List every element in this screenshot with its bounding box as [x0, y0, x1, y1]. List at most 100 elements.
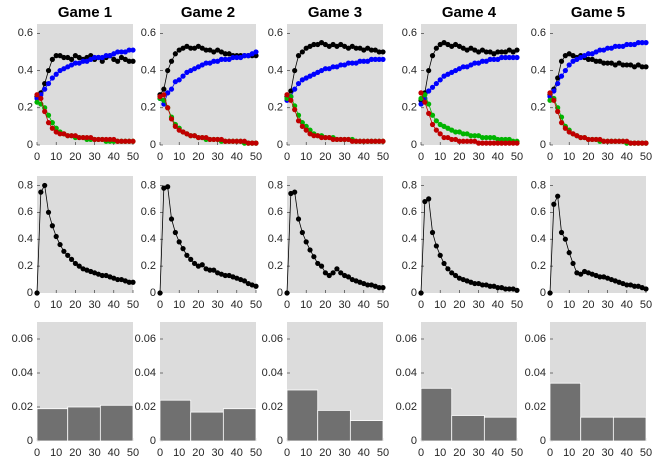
data-point	[130, 138, 136, 144]
data-point	[326, 43, 332, 49]
data-point	[460, 138, 466, 144]
data-point	[551, 201, 557, 207]
data-point	[380, 285, 386, 291]
x-tick-label: 20	[582, 151, 594, 163]
data-point	[226, 56, 232, 62]
data-point	[483, 49, 489, 55]
data-point	[326, 66, 332, 72]
data-point	[589, 136, 595, 143]
data-point	[218, 136, 225, 143]
data-point	[180, 129, 186, 135]
data-point	[45, 209, 52, 215]
data-point	[334, 266, 340, 272]
y-tick-label: 0	[27, 139, 33, 151]
data-point	[476, 49, 482, 55]
data-point	[437, 77, 443, 83]
data-point	[249, 51, 255, 57]
data-point	[57, 131, 63, 137]
data-point	[126, 138, 132, 144]
data-point	[433, 45, 439, 51]
data-point	[464, 47, 470, 53]
data-point	[345, 136, 352, 143]
data-point	[510, 140, 516, 146]
data-point	[188, 45, 194, 51]
data-point	[479, 140, 486, 146]
data-point	[222, 56, 228, 62]
data-point	[34, 95, 40, 102]
data-point	[211, 49, 217, 55]
data-point	[452, 136, 459, 143]
data-point	[593, 58, 599, 64]
data-point	[601, 47, 607, 53]
data-point	[472, 138, 478, 144]
data-point	[578, 134, 584, 141]
data-point	[342, 62, 348, 68]
data-point	[241, 138, 248, 144]
data-point	[168, 116, 175, 122]
data-point	[34, 92, 40, 98]
data-point	[338, 136, 344, 143]
x-tick-label: 50	[640, 151, 652, 163]
data-point	[437, 252, 443, 258]
data-point	[218, 56, 225, 62]
data-point	[437, 41, 443, 48]
data-point	[84, 58, 90, 64]
data-point	[299, 77, 305, 83]
data-point	[476, 140, 482, 146]
y-tick-label: 0.02	[525, 401, 546, 413]
data-point	[555, 108, 561, 115]
data-point	[597, 47, 603, 53]
y-tick-label: 0.8	[18, 179, 33, 191]
histogram-bar	[420, 387, 453, 442]
data-point	[353, 60, 359, 66]
y-tick-label: 0.6	[18, 206, 33, 218]
x-tick-label: 0	[418, 299, 424, 311]
y-tick-label: 0	[150, 435, 156, 447]
y-tick-label: 0.4	[531, 233, 546, 245]
data-point	[574, 133, 580, 139]
y-tick-label: 0	[27, 287, 33, 299]
data-point	[376, 49, 382, 55]
data-point	[203, 60, 209, 66]
x-tick-label: 0	[34, 151, 40, 163]
data-point	[555, 80, 561, 87]
data-point	[253, 140, 259, 146]
x-tick-label: 30	[472, 447, 484, 459]
data-point	[601, 60, 607, 66]
data-point	[230, 54, 236, 61]
histogram-bar	[286, 389, 319, 442]
data-point	[361, 47, 367, 53]
x-tick-label: 20	[582, 447, 594, 459]
data-point	[330, 41, 336, 48]
data-point	[620, 62, 626, 68]
data-point	[616, 43, 622, 49]
data-point	[99, 54, 105, 61]
y-tick-label: 0.2	[531, 260, 546, 272]
data-point	[616, 60, 622, 66]
data-point	[207, 60, 213, 66]
data-point	[107, 53, 113, 59]
y-tick-label: 0	[277, 139, 283, 151]
x-tick-label: 10	[563, 447, 575, 459]
data-point	[449, 69, 455, 75]
data-point	[315, 260, 321, 267]
data-point	[126, 58, 132, 64]
data-point	[372, 47, 378, 53]
x-tick-label: 50	[511, 151, 523, 163]
data-point	[570, 53, 576, 59]
y-tick-label: 0.4	[268, 233, 283, 245]
y-tick-label: 0.6	[141, 206, 156, 218]
data-point	[491, 134, 497, 141]
x-tick-label: 20	[453, 151, 465, 163]
data-point	[368, 138, 375, 144]
data-point	[643, 286, 649, 292]
data-point	[506, 54, 512, 61]
data-point	[445, 125, 451, 131]
data-point	[307, 247, 313, 253]
data-point	[161, 92, 167, 98]
data-point	[452, 129, 459, 135]
x-tick-label: 10	[563, 299, 575, 311]
data-point	[111, 51, 117, 57]
data-point	[483, 58, 489, 64]
histogram-bar	[222, 408, 257, 442]
